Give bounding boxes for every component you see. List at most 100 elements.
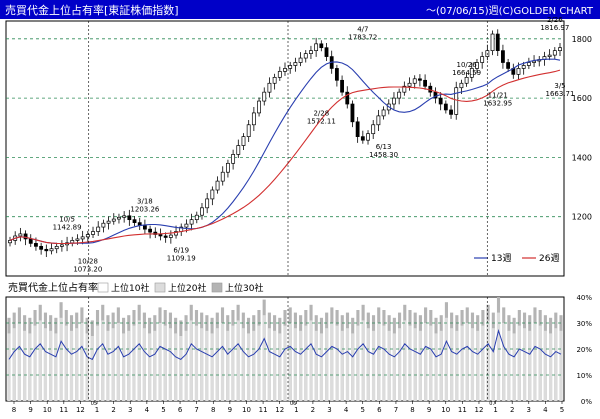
share-bar-top20	[543, 330, 547, 401]
share-bar-top20	[127, 330, 131, 401]
candle	[360, 130, 365, 144]
candle	[397, 88, 402, 105]
candle	[324, 42, 329, 62]
candle	[501, 44, 505, 69]
share-bar-top20	[236, 320, 240, 401]
candle-body	[417, 78, 422, 81]
share-bar-top20	[122, 333, 126, 401]
candle-body	[59, 244, 64, 247]
candle	[345, 86, 350, 109]
candle-body	[236, 145, 241, 155]
candle	[246, 120, 251, 142]
candle-body	[314, 43, 319, 52]
candle	[547, 49, 552, 61]
share-bar-top20	[512, 333, 516, 401]
share-bar-top20	[267, 328, 271, 401]
candle	[334, 64, 339, 87]
moving-average-lines	[9, 58, 561, 245]
candle-body	[459, 82, 464, 89]
share-bar-top20	[43, 328, 48, 401]
share-bar-top20	[418, 330, 422, 401]
share-bar-top20	[502, 323, 506, 401]
legend-label: 上位30社	[225, 282, 263, 294]
share-bar-top20	[439, 330, 443, 401]
candle-body	[262, 91, 267, 102]
candle-body	[163, 235, 168, 238]
candle	[511, 63, 516, 79]
candle	[423, 74, 428, 90]
candle-body	[220, 171, 225, 182]
chart-header: 売買代金上位占有率[東証株価指数] 〜(07/06/15)週(C)GOLDEN …	[0, 0, 600, 19]
candle-body	[91, 231, 95, 235]
share-bar-top20	[533, 323, 537, 401]
candle	[70, 236, 75, 247]
candle-body	[127, 215, 132, 221]
candle-body	[516, 68, 521, 75]
share-bar-top20	[49, 330, 53, 401]
candle	[179, 223, 184, 236]
share-bar-top20	[200, 328, 204, 401]
candle-body	[288, 65, 293, 69]
share-bar-top20	[345, 328, 350, 401]
candle-body	[376, 115, 381, 126]
candle	[267, 77, 272, 98]
x-tick-label: 11	[458, 406, 467, 414]
candle-body	[324, 47, 329, 57]
candle-body	[506, 62, 511, 69]
x-tick-label: 10	[242, 406, 251, 414]
candle	[91, 226, 95, 239]
x-tick-label: 2	[510, 406, 514, 414]
x-tick-label: 10	[43, 406, 52, 414]
candle	[293, 57, 298, 72]
share-bar-top20	[153, 330, 157, 401]
candle-body	[355, 121, 360, 137]
candle-body	[283, 68, 287, 72]
legend-label: 26週	[539, 253, 559, 264]
share-bar-top20	[69, 330, 74, 401]
share-bar-top20	[189, 320, 193, 401]
annotation-date: 10/5	[59, 216, 75, 224]
share-bar-top20	[413, 328, 417, 401]
share-bar-top20	[59, 317, 63, 401]
share-bar-top20	[517, 325, 521, 401]
candle	[464, 72, 469, 87]
candle	[371, 120, 376, 140]
candle-body	[449, 109, 453, 115]
candle-body	[111, 218, 116, 222]
price-y-axis: 1200 1400 1600 1800	[572, 35, 592, 222]
annotation-value: 1203.26	[130, 206, 159, 214]
candle	[200, 203, 204, 220]
annotation-date: 3/5	[554, 82, 565, 90]
candle	[417, 74, 422, 87]
share-bar-top20	[559, 330, 563, 401]
share-bar-top20	[299, 330, 303, 401]
share-bar-top20	[85, 333, 89, 401]
price-y-tick-label: 1800	[572, 35, 592, 44]
share-bar-top20	[522, 328, 527, 401]
share-bar-top20	[23, 330, 27, 401]
share-bar-top20	[132, 325, 136, 401]
x-tick-label: 9	[228, 406, 232, 414]
candle-body	[226, 162, 230, 173]
candle	[106, 216, 111, 230]
share-bar-top20	[382, 325, 386, 401]
candle-body	[28, 238, 33, 244]
candle	[210, 186, 215, 206]
candle-body	[54, 245, 59, 250]
share-bar-top20	[142, 328, 146, 401]
share-bar-top20	[392, 333, 396, 401]
x-tick-label: 5	[560, 406, 564, 414]
candle	[49, 242, 54, 255]
share-bar-top20	[304, 325, 308, 401]
candle-body	[34, 243, 38, 247]
candle	[526, 57, 531, 70]
x-tick-label: 5	[360, 406, 364, 414]
year-marker-label: 07	[489, 401, 495, 407]
candle-body	[184, 223, 189, 228]
candle	[153, 227, 158, 239]
candle-body	[189, 219, 194, 225]
share-bar-top20	[361, 320, 365, 401]
candle-body	[132, 219, 137, 223]
candle-body	[272, 76, 277, 84]
share-bar-top20	[220, 323, 225, 401]
